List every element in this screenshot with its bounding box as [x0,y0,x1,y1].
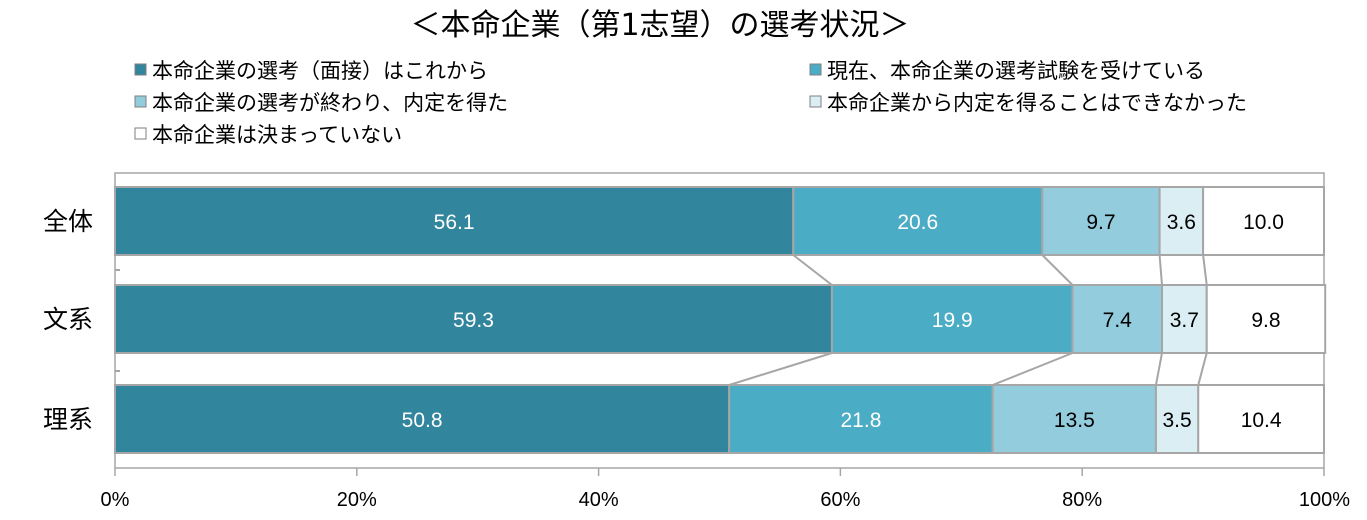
series-line [1154,352,1163,386]
data-label: 50.8 [402,409,443,432]
series-line [1158,254,1163,286]
bar-segment [1202,186,1325,256]
bar-segment [1158,186,1205,256]
chart-title: ＜本命企業（第1志望）の選考状況＞ [410,8,909,43]
bar-segment [830,284,1074,354]
data-label: 13.5 [1054,409,1095,432]
data-label: 20.6 [897,211,938,234]
data-label: 9.7 [1086,211,1115,234]
category-label: 文系 [43,305,93,334]
series-line [992,352,1073,386]
x-tick-label: 0% [101,489,130,511]
data-label: 10.0 [1243,211,1284,234]
bar-segment [1205,284,1327,354]
legend-swatch [809,95,822,108]
legend: 本命企業の選考（面接）はこれから 現在、本命企業の選考試験を受けている本命企業の選… [134,59,1247,147]
bar-segment [114,284,833,354]
bar-segment [1197,384,1326,454]
legend-swatch [809,63,822,76]
legend-swatch [134,95,147,108]
data-label: 3.7 [1170,309,1199,332]
series-line [728,352,833,386]
plot-area: 56.1 20.6 9.7 3.6 10.0 全体 59.3 19.9 7.4 3.7 9.8 文系 5… [43,172,1350,511]
bar-segment [991,384,1157,454]
legend-swatch [134,63,147,76]
category-label: 理系 [43,405,93,434]
data-label: 21.8 [841,409,882,432]
data-label: 19.9 [932,309,973,332]
x-tick-label: 100% [1299,489,1350,511]
data-label: 9.8 [1251,309,1280,332]
series-line [792,254,833,286]
legend-label: 本命企業の選考（面接）はこれから [152,59,488,83]
series-line [1041,254,1074,286]
legend-label: 本命企業から内定を得ることはできなかった [827,91,1247,115]
data-label: 10.4 [1241,409,1282,432]
x-tick-label: 60% [820,489,860,511]
series-line [1197,352,1208,386]
data-label: 3.6 [1167,211,1196,234]
x-tick-label: 80% [1062,489,1102,511]
data-label: 7.4 [1103,309,1133,332]
legend-label: 本命企業の選考が終わり、内定を得た [152,91,508,115]
bar-segment [1160,284,1208,354]
data-label: 3.5 [1163,409,1192,432]
data-label: 59.3 [453,309,494,332]
category-label: 全体 [43,207,93,236]
x-tick-label: 20% [337,489,377,511]
series-line [1202,254,1208,286]
legend-swatch [134,127,147,140]
x-tick-label: 40% [579,489,619,511]
legend-label: 現在、本命企業の選考試験を受けている [827,59,1205,83]
legend-label: 本命企業は決まっていない [152,123,402,147]
bar-segment [114,384,731,454]
data-label: 56.1 [434,211,475,234]
bar-segment [728,384,994,454]
bar-segment [792,186,1044,256]
bar-segment [1071,284,1163,354]
bar-segment [114,186,795,256]
